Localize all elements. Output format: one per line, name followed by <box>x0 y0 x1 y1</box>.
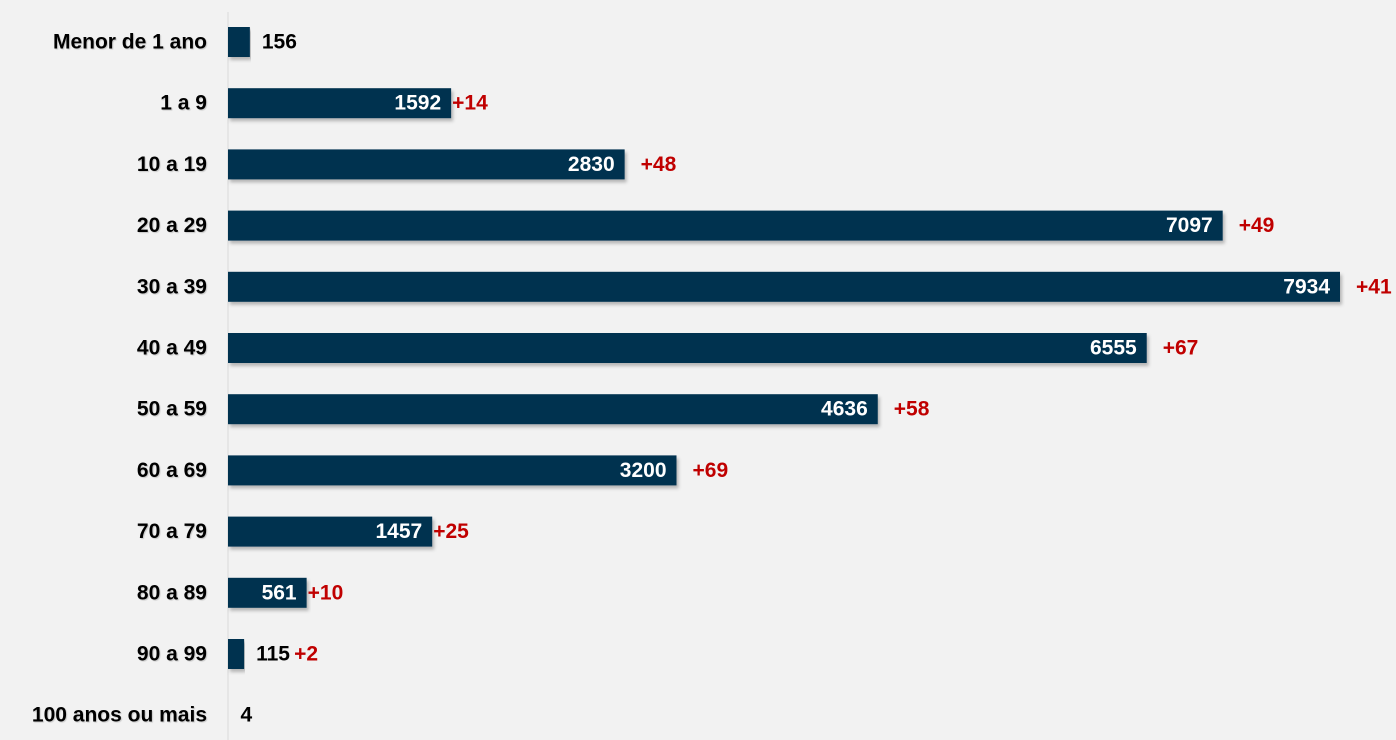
increment-label: +49 <box>1239 214 1275 237</box>
bar <box>228 149 625 180</box>
category-label: 20 a 29 <box>137 214 207 237</box>
value-label: 1592 <box>394 92 441 115</box>
category-label: 70 a 79 <box>137 520 207 543</box>
value-label: 6555 <box>1090 337 1137 360</box>
increment-label: +69 <box>693 459 729 482</box>
increment-label: +2 <box>294 643 318 666</box>
category-label: 1 a 9 <box>160 92 207 115</box>
category-label: Menor de 1 ano <box>53 31 207 54</box>
bar <box>228 516 433 547</box>
increment-label: +10 <box>308 581 344 604</box>
value-label: 115 <box>256 643 290 666</box>
value-label: 4636 <box>821 398 868 421</box>
increment-label: +14 <box>452 92 488 115</box>
category-label: 60 a 69 <box>137 459 207 482</box>
category-label: 80 a 89 <box>137 581 207 604</box>
value-label: 7934 <box>1283 275 1330 298</box>
value-label: 3200 <box>620 459 667 482</box>
value-label: 156 <box>262 31 297 54</box>
category-label: 100 anos ou mais <box>32 704 207 727</box>
increment-label: +48 <box>641 153 677 176</box>
bar <box>228 455 677 486</box>
increment-label: +67 <box>1163 337 1199 360</box>
category-label: 40 a 49 <box>137 337 207 360</box>
category-label: 50 a 59 <box>137 398 207 421</box>
value-label: 4 <box>241 704 253 727</box>
bar <box>228 639 245 669</box>
increment-label: +58 <box>894 398 930 421</box>
bar <box>228 333 1147 363</box>
value-label: 561 <box>262 581 297 604</box>
increment-label: +25 <box>433 520 469 543</box>
category-label: 30 a 39 <box>137 275 207 298</box>
bar <box>228 394 878 425</box>
value-label: 7097 <box>1166 214 1213 237</box>
bar <box>228 88 452 119</box>
value-label: 2830 <box>568 153 615 176</box>
bar <box>228 27 250 57</box>
increment-label: +41 <box>1356 275 1392 298</box>
value-label: 1457 <box>375 520 422 543</box>
category-label: 10 a 19 <box>137 153 207 176</box>
bar <box>228 210 1223 241</box>
category-label: 90 a 99 <box>137 643 207 666</box>
bar <box>228 577 307 608</box>
bar <box>228 271 1340 302</box>
